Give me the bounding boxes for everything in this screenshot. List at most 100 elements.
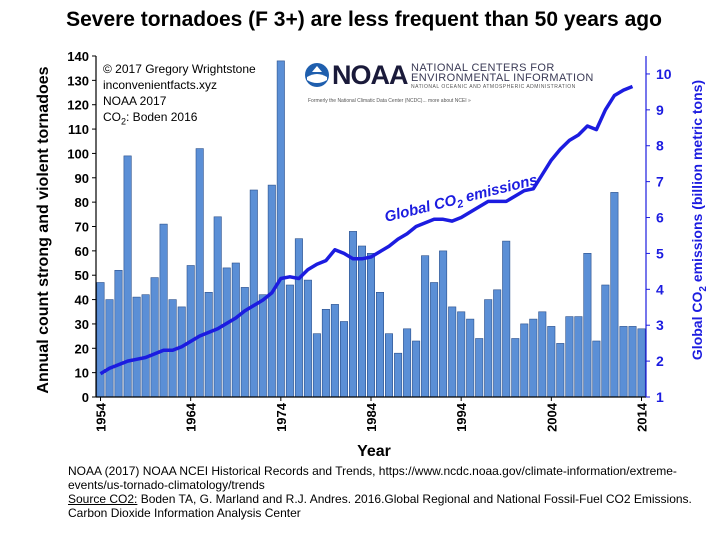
y-tick-110: 110 [68, 122, 89, 137]
y-tick-140: 140 [67, 49, 89, 64]
bar-1976 [294, 238, 303, 398]
bar-1958 [132, 296, 141, 398]
bar-2006 [565, 316, 574, 398]
y2-tick-5: 5 [656, 245, 664, 261]
y2-tick-10: 10 [656, 66, 672, 82]
bar-2007 [574, 316, 583, 398]
bar-1984 [366, 253, 375, 398]
y-tick-20: 20 [75, 341, 89, 356]
y2-tick-4: 4 [656, 281, 664, 297]
bar-1988 [403, 328, 412, 398]
y-tick-90: 90 [75, 171, 89, 186]
y-tick-40: 40 [75, 293, 89, 308]
noaa-emblem-icon [305, 63, 329, 87]
bar-1989 [412, 340, 421, 398]
y-tick-30: 30 [75, 317, 89, 332]
bar-2000 [511, 338, 520, 398]
y2-tick-1: 1 [656, 389, 664, 405]
bar-2011 [610, 192, 619, 398]
source-co2-label: Source CO2: [68, 492, 138, 506]
noaa-line4: Formerly the National Climatic Data Cent… [308, 98, 471, 104]
bar-2014 [637, 328, 646, 398]
bar-2010 [601, 284, 610, 398]
y2-tick-8: 8 [656, 138, 664, 154]
y2-tick-7: 7 [656, 174, 664, 190]
bar-2001 [520, 323, 529, 398]
x-tick-1974: 1974 [274, 402, 289, 432]
bar-1990 [421, 255, 430, 398]
bar-1966 [204, 291, 213, 398]
y2-tick-3: 3 [656, 317, 664, 333]
footer-source: Source CO2: Boden TA, G. Marland and R.J… [68, 492, 692, 520]
bar-1961 [159, 223, 168, 398]
co2-line-label: Global CO2 emissions [383, 171, 540, 228]
y-axis-label: Annual count strong and violent tornadoe… [35, 66, 52, 393]
y-tick-0: 0 [82, 390, 89, 405]
credit-site: inconvenientfacts.xyz [103, 78, 218, 92]
y-tick-100: 100 [67, 146, 89, 161]
bar-2012 [619, 326, 628, 398]
bar-1994 [457, 311, 466, 398]
footer-citation: NOAA (2017) NOAA NCEI Historical Records… [68, 464, 677, 492]
bar-1991 [430, 282, 439, 398]
y-tick-50: 50 [75, 268, 89, 283]
bar-2005 [556, 343, 565, 398]
bar-1956 [114, 269, 123, 398]
bar-1967 [213, 216, 222, 398]
noaa-logo: NOAA NATIONAL CENTERS FOR ENVIRONMENTAL … [302, 56, 682, 108]
y2-axis-label: Global CO2 emissions (billion metric ton… [689, 80, 709, 360]
x-tick-1964: 1964 [184, 402, 199, 432]
bar-1981 [339, 321, 348, 398]
bar-1972 [258, 294, 267, 398]
noaa-wordmark: NOAA [332, 60, 408, 90]
bar-2008 [583, 253, 592, 398]
credit-copyright: © 2017 Gregory Wrightstone [103, 62, 256, 76]
y-tick-80: 80 [75, 195, 89, 210]
x-tick-1994: 1994 [454, 402, 469, 432]
bar-1980 [330, 304, 339, 398]
y-tick-70: 70 [75, 220, 89, 235]
bar-1998 [493, 289, 502, 398]
y2-tick-2: 2 [656, 353, 664, 369]
bar-2003 [538, 311, 547, 398]
x-tick-1954: 1954 [94, 402, 109, 432]
y-tick-10: 10 [75, 366, 89, 381]
bar-2013 [628, 326, 637, 398]
credit-noaa: NOAA 2017 [103, 94, 167, 108]
bar-1995 [466, 318, 475, 398]
bar-1978 [312, 333, 321, 398]
bar-1996 [475, 338, 484, 398]
bar-1983 [357, 245, 366, 398]
bar-1971 [249, 189, 258, 398]
bar-1974 [276, 60, 285, 398]
bar-1999 [502, 240, 511, 398]
bar-1993 [448, 306, 457, 398]
x-tick-1984: 1984 [364, 402, 379, 432]
bar-1959 [141, 294, 150, 398]
chart-title: Severe tornadoes (F 3+) are less frequen… [66, 8, 662, 31]
bar-1955 [105, 299, 114, 398]
bar-1969 [231, 262, 240, 398]
noaa-line1: NATIONAL CENTERS FOR [411, 62, 555, 74]
noaa-line3: NATIONAL OCEANIC AND ATMOSPHERIC ADMINIS… [411, 84, 576, 90]
axes: 0 10 20 30 40 50 60 70 80 90 100 110 120 130 140 1 2 3 4 5 6… [67, 49, 671, 432]
footer: NOAA (2017) NOAA NCEI Historical Records… [68, 464, 718, 520]
bar-2002 [529, 318, 538, 398]
bar-1997 [484, 299, 493, 398]
bar-1992 [439, 250, 448, 398]
x-tick-2004: 2004 [544, 402, 559, 432]
credit-co2: CO2: Boden 2016 [103, 110, 198, 127]
bar-1965 [195, 148, 204, 398]
bar-1986 [384, 333, 393, 398]
bar-1987 [394, 352, 403, 398]
bar-1968 [222, 267, 231, 398]
bar-group [96, 60, 646, 398]
co2-emissions-line [99, 84, 634, 376]
x-axis-label: Year [357, 443, 391, 460]
y-tick-120: 120 [67, 98, 89, 113]
bar-1964 [186, 265, 195, 398]
bar-1979 [321, 308, 330, 398]
y-tick-60: 60 [75, 244, 89, 259]
bar-1977 [303, 279, 312, 398]
bar-1985 [375, 291, 384, 398]
